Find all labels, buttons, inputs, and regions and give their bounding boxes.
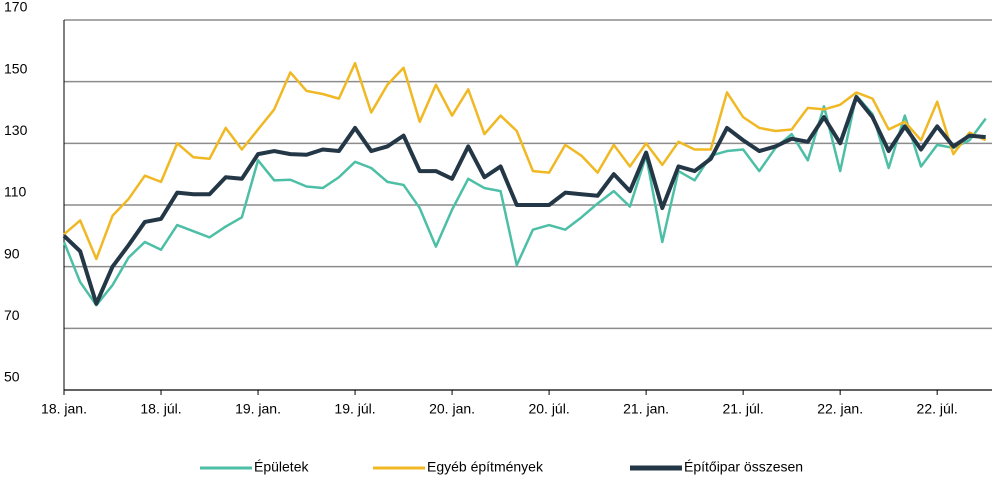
x-tick-label: 18. júl.: [140, 401, 181, 417]
y-tick-label: 150: [4, 60, 28, 76]
legend-label: Egyéb építmények: [427, 459, 544, 475]
x-tick-label: 20. júl.: [528, 401, 569, 417]
x-tick-label: 21. júl.: [723, 401, 764, 417]
x-tick-label: 19. júl.: [334, 401, 375, 417]
series-line: [62, 95, 986, 306]
x-tick-label: 22. júl.: [917, 401, 958, 417]
x-tick-label: 19. jan.: [235, 401, 281, 417]
y-tick-label: 90: [4, 245, 20, 261]
y-tick-label: 70: [4, 307, 20, 323]
legend-label: Épületek: [254, 459, 309, 475]
legend-label: Építőipar összesen: [684, 459, 803, 475]
y-tick-label: 50: [4, 369, 20, 385]
x-tick-label: 22. jan.: [817, 401, 863, 417]
y-tick-label: 110: [4, 184, 27, 200]
series-line: [63, 61, 987, 261]
series-line: [62, 94, 987, 307]
x-tick-label: 18. jan.: [41, 401, 87, 417]
y-tick-label: 130: [4, 122, 28, 138]
x-tick-label: 20. jan.: [429, 401, 475, 417]
x-tick-label: 21. jan.: [623, 401, 669, 417]
y-tick-label: 170: [4, 0, 28, 15]
